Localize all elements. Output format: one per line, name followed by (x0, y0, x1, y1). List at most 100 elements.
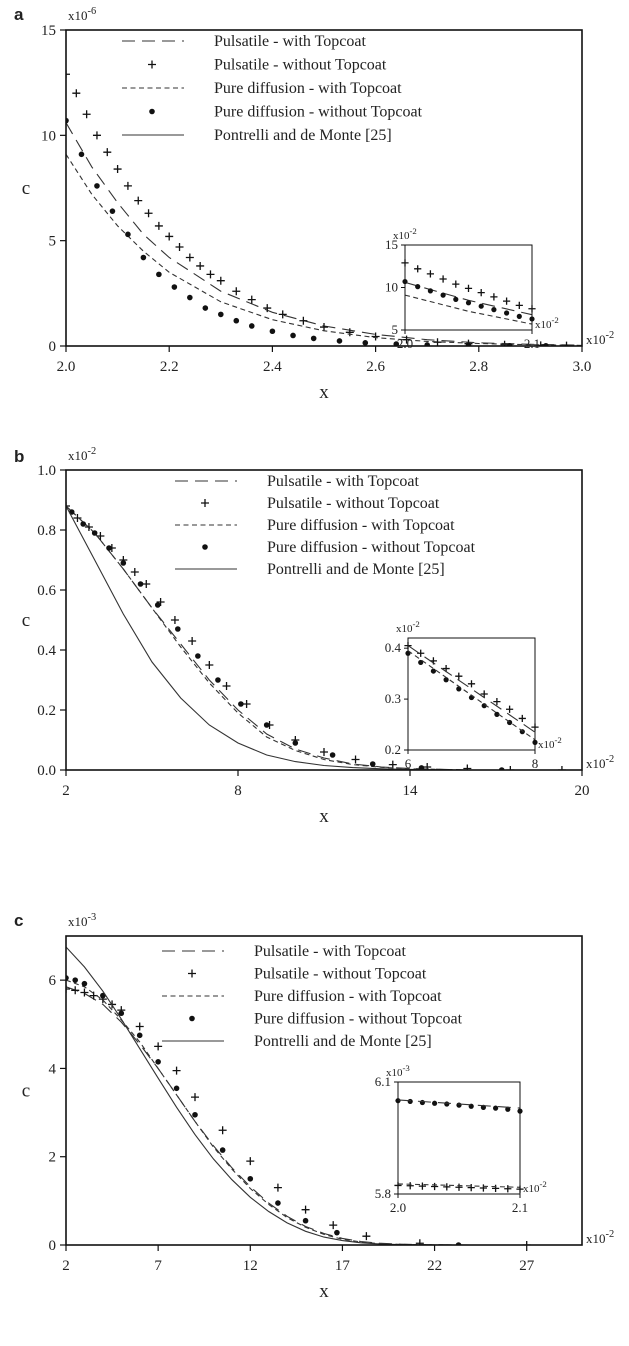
x-tick-label: 7 (154, 1258, 162, 1274)
data-point-plus (144, 209, 153, 218)
data-point-dot (118, 1010, 125, 1017)
inset-background (408, 638, 535, 750)
x-tick-label: 17 (335, 1258, 351, 1274)
x-tick-label: 2.2 (160, 359, 179, 375)
legend-label: Pontrelli and de Monte [25] (214, 127, 392, 144)
data-point-plus (205, 661, 214, 669)
axis-multiplier: x10-2 (535, 315, 559, 331)
data-point-plus (232, 287, 241, 296)
data-point-dot (156, 271, 162, 278)
data-point-plus (134, 196, 143, 205)
data-point-plus (175, 242, 184, 251)
data-point-plus (426, 270, 434, 278)
data-point-dot (247, 1175, 254, 1182)
data-point-dot (269, 328, 276, 335)
plot-frame (65, 469, 583, 771)
data-point-plus (206, 270, 215, 279)
data-point-dot (505, 1106, 511, 1112)
data-point-plus (503, 297, 511, 305)
data-point-plus (320, 748, 328, 756)
x-axis-label: x (319, 382, 329, 403)
y-axis-label: c (22, 610, 30, 631)
data-point-plus (557, 766, 566, 770)
series-line (66, 154, 582, 346)
data-point-plus (170, 616, 179, 624)
data-point-dot (424, 342, 430, 346)
data-point-dot (516, 313, 522, 319)
data-point-dot (137, 581, 144, 587)
y-tick-label: 0.2 (37, 703, 56, 719)
data-point-plus (246, 1157, 255, 1166)
y-tick-label: 1.0 (37, 463, 56, 479)
panel-letter: c (14, 911, 23, 930)
axis-multiplier: x10-2 (586, 1229, 614, 1246)
data-point-plus (247, 295, 256, 304)
data-point-plus (191, 1093, 199, 1102)
data-point-plus (506, 705, 514, 713)
x-tick-label: 12 (243, 1258, 258, 1274)
data-point-plus (82, 110, 91, 119)
data-point-dot (120, 560, 127, 566)
data-point-plus (351, 755, 360, 764)
data-point-plus (196, 261, 205, 270)
data-point-plus (154, 1042, 163, 1051)
data-point-plus (439, 275, 447, 283)
axis-multiplier: x10-6 (68, 6, 96, 23)
data-point-dot (149, 108, 155, 115)
data-point-plus (242, 700, 251, 708)
x-axis-label: x (319, 1281, 329, 1302)
x-tick-label: 2 (62, 1258, 70, 1274)
data-point-dot (91, 530, 98, 536)
inset-x-tick-label: 2.0 (397, 336, 413, 351)
y-tick-label: 4 (49, 1061, 57, 1077)
data-point-dot (292, 740, 299, 746)
inset-y-tick-label: 15 (385, 237, 398, 252)
inset-y-tick-label: 6.1 (375, 1074, 391, 1089)
x-tick-label: 2.6 (366, 359, 385, 375)
data-point-dot (302, 1217, 309, 1224)
data-point-dot (393, 341, 400, 346)
data-point-plus (320, 323, 328, 332)
data-point-plus (148, 60, 156, 69)
inset-y-tick-label: 10 (385, 280, 398, 295)
data-point-plus (467, 1184, 475, 1192)
chart-panel-b: b 2 8 14 20 0.0 0.2 0.4 0.6 0.8 1.0 x10-2 x10-2 x c Pul… (14, 446, 614, 827)
inset-x-tick-label: 2.0 (390, 1200, 406, 1215)
plot-frame (65, 29, 583, 347)
data-point-plus (518, 714, 526, 723)
data-point-dot (430, 668, 436, 674)
y-tick-label: 0.4 (37, 643, 56, 659)
data-point-dot (493, 1105, 499, 1111)
legend-label: Pure diffusion - with Topcoat (267, 517, 455, 534)
inset-y-tick-label: 0.4 (385, 640, 402, 655)
data-point-plus (263, 304, 272, 313)
data-point-plus (222, 682, 231, 690)
data-point-dot (109, 208, 116, 214)
data-point-dot (125, 231, 131, 238)
data-point-dot (310, 335, 317, 342)
data-point-plus (362, 1232, 371, 1241)
y-tick-label: 0 (49, 1238, 57, 1254)
data-point-dot (478, 303, 484, 309)
data-point-plus (492, 1184, 500, 1192)
data-point-plus (92, 131, 101, 140)
chart-panel-a: a 2.0 2.2 2.4 2.6 2.8 3.0 0 5 10 15 x10-6 x10-2 x c Pul… (14, 5, 614, 403)
inset-x-tick-label: 2.1 (512, 1200, 528, 1215)
panel-letter: a (14, 5, 24, 24)
y-tick-label: 6 (49, 973, 57, 989)
data-point-plus (66, 984, 70, 993)
legend-label: Pulsatile - with Topcoat (214, 33, 366, 50)
y-tick-label: 0.0 (37, 763, 56, 779)
data-point-plus (463, 764, 472, 770)
data-point-plus (329, 1221, 338, 1230)
legend-label: Pulsatile - with Topcoat (254, 943, 406, 960)
x-tick-label: 8 (234, 783, 242, 799)
y-tick-label: 10 (41, 128, 56, 144)
data-point-plus (113, 165, 122, 174)
data-point-plus (135, 1022, 144, 1031)
data-point-dot (215, 677, 221, 683)
data-point-dot (465, 342, 472, 346)
legend-label: Pulsatile - without Topcoat (254, 966, 427, 983)
data-point-dot (336, 338, 343, 344)
